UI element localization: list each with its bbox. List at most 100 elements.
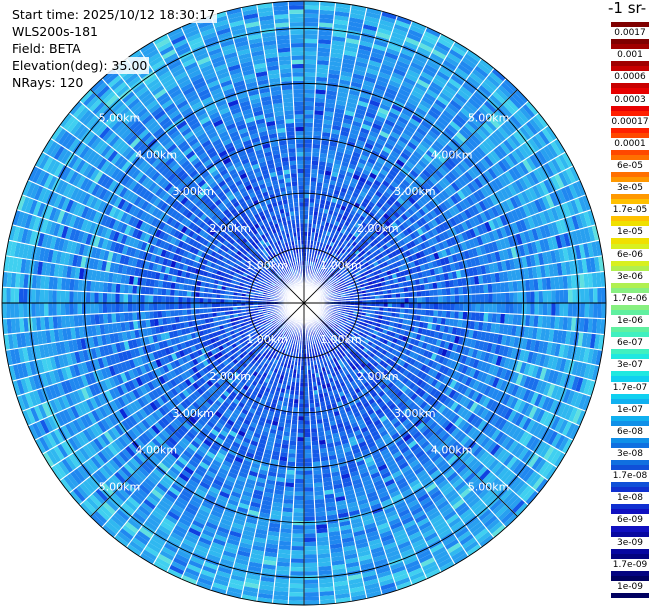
range-bin	[304, 202, 310, 207]
range-bin	[314, 93, 326, 99]
range-bin	[402, 128, 414, 138]
range-bin	[304, 97, 315, 102]
range-bin	[583, 317, 589, 333]
range-bin	[394, 218, 402, 227]
range-bin	[468, 329, 474, 339]
range-bin	[513, 194, 523, 208]
range-bin	[324, 204, 331, 210]
range-bin	[325, 162, 334, 168]
range-bin	[325, 90, 338, 96]
range-bin	[370, 197, 378, 205]
range-bin	[478, 200, 488, 212]
range-bin	[587, 209, 596, 226]
range-bin	[397, 116, 409, 126]
range-bin	[437, 166, 448, 177]
range-bin	[362, 119, 374, 127]
range-bin	[342, 58, 356, 66]
range-bin	[466, 168, 478, 180]
range-bin	[335, 250, 341, 256]
range-bin	[304, 172, 311, 178]
range-bin	[469, 151, 481, 164]
range-bin	[416, 290, 422, 298]
range-bin	[289, 566, 304, 572]
range-bin	[484, 119, 498, 132]
range-bin	[304, 17, 319, 23]
range-bin	[320, 256, 325, 261]
range-bin	[304, 395, 310, 400]
range-bin	[512, 313, 518, 326]
range-bin	[481, 198, 491, 210]
range-bin	[369, 55, 384, 64]
range-bin	[328, 205, 336, 212]
range-bin	[441, 248, 448, 258]
range-bin	[304, 244, 308, 249]
range-bin	[321, 216, 327, 222]
range-bin	[395, 60, 410, 70]
range-bin	[378, 19, 395, 28]
range-bin	[294, 478, 304, 484]
range-bin	[281, 515, 293, 521]
range-bin	[574, 197, 584, 214]
range-bin	[503, 224, 512, 237]
range-bin	[486, 74, 501, 88]
range-bin	[337, 195, 345, 202]
range-bin	[355, 139, 366, 147]
range-bin	[529, 339, 536, 352]
range-bin	[459, 268, 466, 279]
range-bin	[320, 195, 327, 201]
range-bin	[505, 303, 510, 314]
range-bin	[324, 263, 330, 268]
range-bin	[304, 84, 316, 90]
range-bin	[354, 263, 361, 269]
range-bin	[325, 196, 333, 202]
range-bin	[292, 525, 304, 530]
range-bin	[506, 136, 518, 151]
range-bin	[487, 283, 493, 294]
range-bin	[591, 364, 600, 382]
range-bin	[418, 123, 430, 134]
range-bin	[371, 299, 376, 303]
range-bin	[304, 156, 312, 161]
range-bin	[489, 149, 501, 163]
range-bin	[362, 24, 378, 32]
range-bin	[450, 287, 455, 296]
range-bin	[413, 229, 421, 238]
range-bin	[461, 231, 469, 242]
range-bin	[333, 112, 345, 119]
range-bin	[542, 382, 552, 397]
range-bin	[387, 298, 393, 303]
range-bin	[309, 194, 316, 199]
range-bin	[407, 313, 413, 321]
range-bin	[366, 295, 372, 300]
range-bin	[304, 122, 314, 128]
range-bin	[348, 244, 355, 251]
range-bin	[304, 21, 319, 27]
range-bin	[317, 211, 324, 217]
range-bin	[439, 112, 452, 124]
range-bin	[320, 144, 329, 150]
range-bin	[486, 273, 492, 284]
range-bin	[321, 275, 326, 281]
range-bin	[495, 282, 501, 293]
range-bin	[408, 297, 414, 303]
range-bin	[304, 118, 314, 123]
range-bin	[522, 204, 532, 218]
range-bin	[370, 126, 381, 135]
range-bin	[324, 102, 336, 109]
range-bin	[304, 160, 312, 165]
range-bin	[286, 465, 296, 471]
range-bin	[343, 250, 349, 257]
range-bin	[343, 197, 351, 204]
range-bin	[366, 175, 376, 184]
range-bin	[428, 175, 439, 186]
range-bin	[404, 144, 415, 154]
range-bin	[525, 279, 531, 292]
range-bin	[331, 280, 336, 285]
range-bin	[387, 293, 392, 299]
range-bin	[363, 183, 372, 191]
range-bin	[499, 238, 507, 250]
range-bin	[453, 165, 464, 177]
range-bin	[517, 145, 530, 160]
range-bin	[500, 123, 513, 137]
range-bin	[446, 123, 459, 135]
